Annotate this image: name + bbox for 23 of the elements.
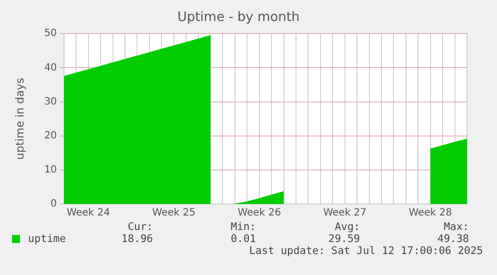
x-tick-label: Week 26 [238, 208, 282, 219]
text: 0.01 [230, 233, 256, 245]
text: Avg: [334, 221, 360, 233]
text: 29.59 [328, 233, 360, 245]
chart-title: Uptime - by month [177, 10, 300, 26]
y-tick-label: 50 [44, 28, 57, 40]
text: 49.38 [437, 233, 469, 245]
y-tick-label: 40 [44, 62, 57, 74]
text: Max: [444, 221, 469, 233]
text: 18.96 [121, 233, 153, 245]
text: Min: [230, 221, 256, 233]
x-tick-label: Week 25 [152, 208, 196, 219]
y-tick-label: 0 [50, 198, 57, 210]
x-tick-label: Week 24 [66, 208, 110, 219]
x-tick-label: Week 27 [323, 208, 367, 219]
y-axis-title: uptime in days [13, 78, 26, 160]
y-tick-label: 20 [44, 130, 57, 142]
text: Last update: Sat Jul 12 17:00:06 2025 [249, 245, 483, 257]
x-tick-label: Week 28 [408, 208, 452, 219]
legend-label: uptime [28, 233, 66, 245]
text: Cur: [128, 221, 153, 233]
y-tick-label: 30 [44, 96, 57, 108]
y-tick-label: 10 [44, 164, 57, 176]
